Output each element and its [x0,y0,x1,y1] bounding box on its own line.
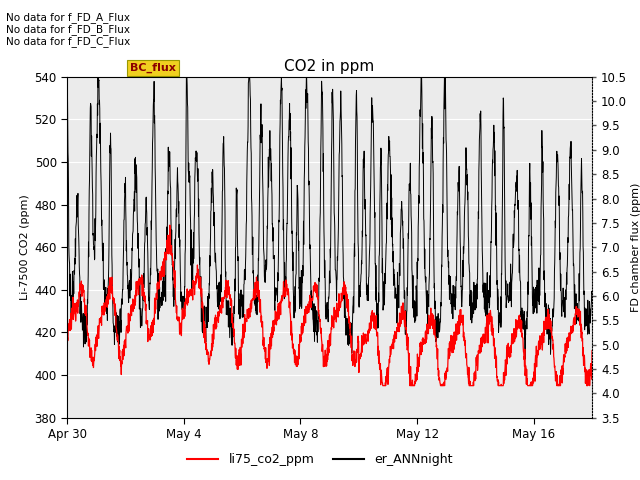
Title: CO2 in ppm: CO2 in ppm [284,59,375,74]
Text: BC_flux: BC_flux [130,63,176,73]
Legend: li75_co2_ppm, er_ANNnight: li75_co2_ppm, er_ANNnight [182,448,458,471]
Text: No data for f_FD_B_Flux: No data for f_FD_B_Flux [6,24,131,35]
Y-axis label: Li-7500 CO2 (ppm): Li-7500 CO2 (ppm) [20,194,30,300]
Text: No data for f_FD_C_Flux: No data for f_FD_C_Flux [6,36,131,47]
Y-axis label: FD chamber flux (ppm): FD chamber flux (ppm) [631,182,640,312]
Text: No data for f_FD_A_Flux: No data for f_FD_A_Flux [6,12,131,23]
